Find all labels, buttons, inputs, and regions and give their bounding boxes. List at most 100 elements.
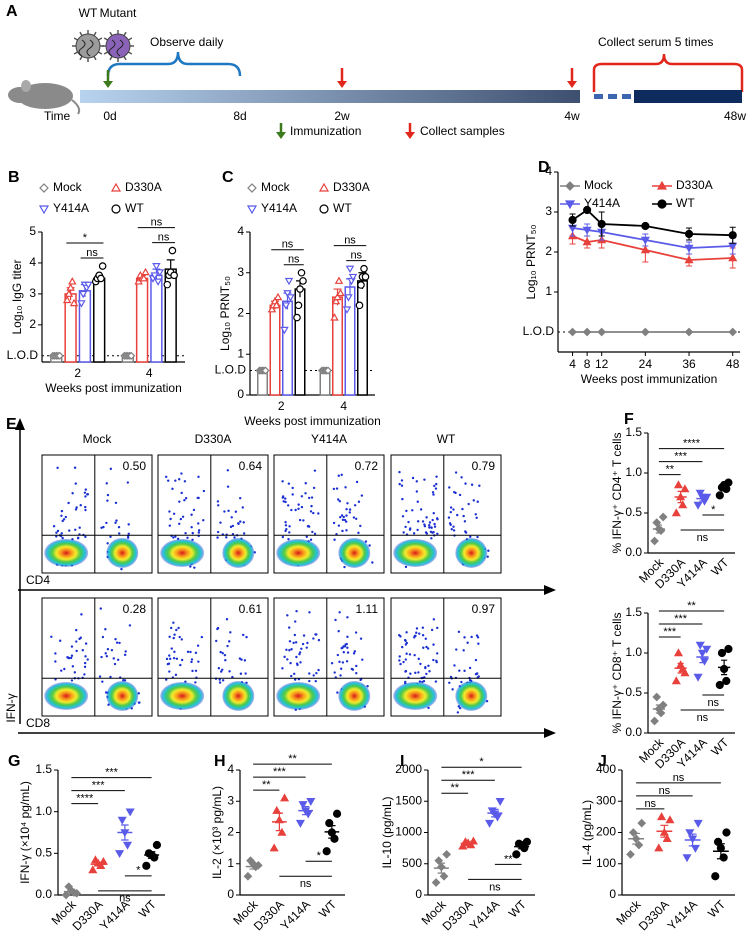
virus-spike (79, 56, 83, 61)
data-point (272, 805, 282, 814)
x-tick-label: D330A (70, 897, 106, 933)
data-point (695, 641, 705, 650)
series-line (572, 235, 733, 261)
y-tick-label: 1 (237, 346, 244, 360)
event-dot (216, 500, 220, 503)
y-tick-label: 3 (237, 265, 244, 279)
data-point (512, 850, 521, 859)
event-dot (427, 664, 430, 668)
event-dot (340, 473, 343, 477)
event-dot (351, 668, 355, 671)
event-dot (216, 536, 219, 539)
data-point (485, 819, 495, 828)
event-dot (421, 634, 425, 637)
data-point (626, 850, 635, 859)
event-dot (242, 521, 245, 524)
event-dot (476, 636, 480, 639)
event-dot (105, 655, 109, 658)
event-dot (411, 476, 415, 480)
event-dot (70, 654, 74, 657)
data-point (711, 872, 720, 881)
column-label: D330A (195, 432, 232, 446)
event-dot (400, 484, 404, 487)
y-axis-title: IL-4 (pg/mL) (580, 800, 594, 865)
event-dot (61, 536, 64, 540)
data-point (728, 327, 738, 337)
y-tick-label: 0.5 (625, 505, 642, 519)
event-dot (62, 518, 66, 521)
event-dot (476, 672, 479, 675)
event-dot (404, 525, 407, 529)
event-dot (343, 565, 346, 569)
event-dot (60, 514, 63, 518)
y-tick-label: 500 (402, 856, 422, 870)
legend-label: Y414A (53, 201, 89, 215)
legend-marker (565, 181, 575, 191)
legend-marker (111, 204, 121, 214)
data-point (325, 819, 334, 828)
event-dot (179, 663, 182, 667)
event-dot (109, 467, 113, 471)
event-dot (409, 527, 412, 530)
event-dot (281, 667, 284, 670)
event-dot (112, 657, 115, 660)
event-dot (75, 628, 78, 632)
density (338, 680, 371, 711)
y-tick-label: 2 (545, 244, 552, 258)
event-dot (470, 635, 473, 639)
event-dot (295, 609, 298, 613)
event-dot (291, 486, 294, 490)
event-dot (313, 532, 317, 536)
data-point (269, 843, 279, 852)
data-point (168, 246, 177, 255)
event-dot (436, 532, 439, 536)
event-dot (69, 656, 73, 660)
data-point (281, 302, 291, 310)
y-tick-label: 200 (596, 825, 616, 839)
x-tick-label: WT (506, 897, 530, 921)
event-dot (98, 675, 102, 678)
data-point (652, 692, 662, 702)
density (106, 680, 139, 711)
event-dot (428, 524, 431, 527)
data-point (695, 489, 705, 498)
event-dot (106, 542, 109, 545)
event-dot (74, 482, 77, 485)
event-dot (84, 505, 87, 509)
virus-rna (78, 39, 94, 57)
event-dot (104, 652, 107, 655)
error-bar (632, 832, 641, 845)
event-dot (337, 630, 340, 633)
event-dot (180, 638, 183, 641)
data-point (98, 262, 107, 270)
event-dot (294, 508, 297, 512)
event-dot (457, 630, 461, 634)
event-dot (317, 638, 321, 642)
y-tick-label: 400 (596, 762, 616, 776)
event-dot (460, 680, 463, 684)
event-dot (126, 481, 130, 484)
data-point (243, 871, 253, 881)
bar (135, 277, 149, 363)
event-dot (114, 638, 117, 641)
significance-label: ns (350, 250, 362, 262)
significance-label: ns (86, 247, 98, 259)
event-dot (408, 653, 412, 656)
event-dot (297, 507, 300, 511)
event-dot (458, 493, 462, 497)
event-dot (80, 613, 83, 616)
data-point (357, 281, 365, 289)
event-dot (61, 519, 64, 523)
event-dot (346, 635, 349, 639)
observe-bracket (106, 51, 242, 77)
event-dot (355, 672, 358, 675)
event-dot (458, 706, 462, 710)
event-dot (71, 665, 75, 668)
event-dot (312, 674, 315, 677)
event-dot (432, 493, 435, 496)
event-dot (344, 486, 347, 489)
data-point (336, 288, 345, 297)
event-dot (343, 518, 347, 522)
event-dot (315, 671, 318, 675)
event-dot (432, 618, 436, 621)
